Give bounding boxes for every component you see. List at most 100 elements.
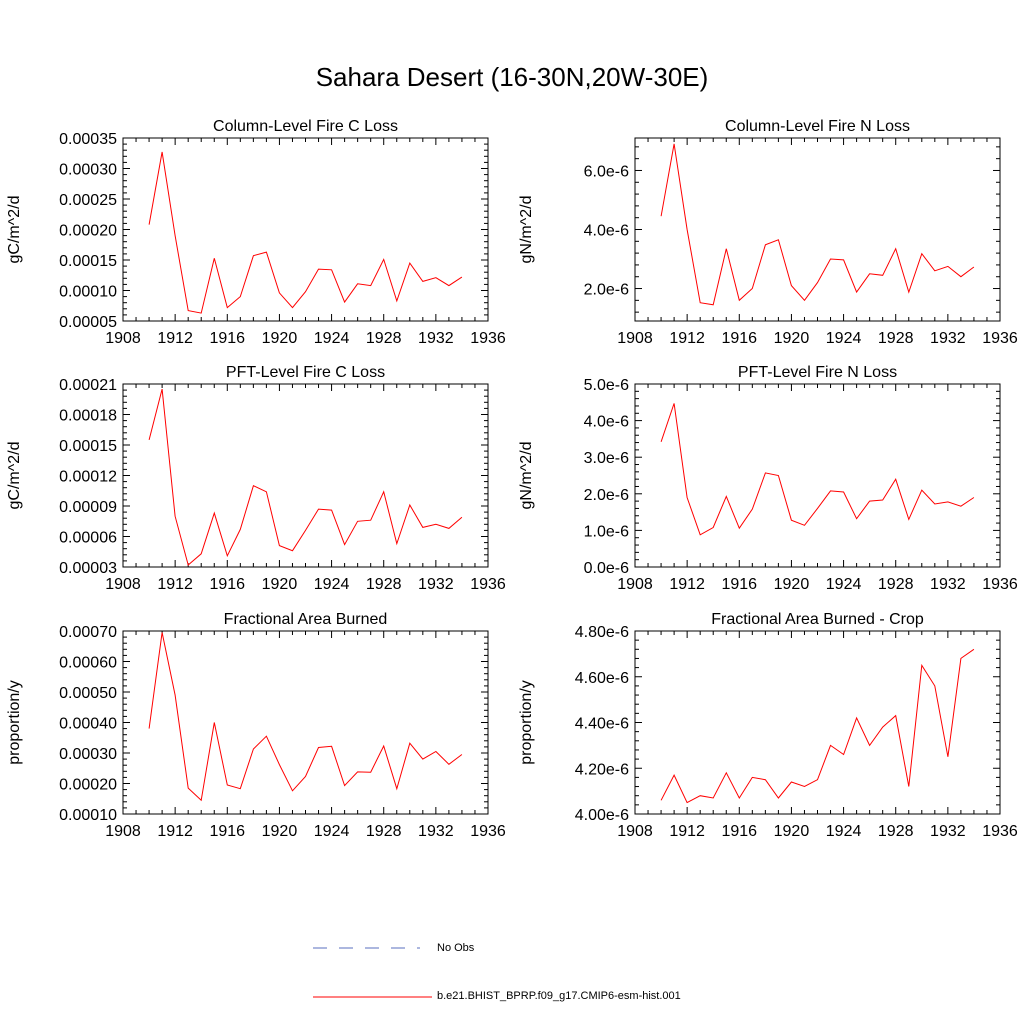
x-tick-label: 1908 — [105, 823, 141, 840]
y-tick-label: 4.0e-6 — [584, 414, 629, 431]
panel-title: PFT-Level Fire C Loss — [226, 364, 385, 381]
series-line — [660, 403, 975, 536]
plot-frame — [634, 383, 1001, 568]
x-tick-label: 1928 — [878, 330, 914, 347]
y-tick-label: 0.00015 — [59, 253, 117, 270]
figure-title: Sahara Desert (16-30N,20W-30E) — [315, 62, 709, 92]
x-tick-label: 1932 — [418, 823, 454, 840]
x-tick-label: 1908 — [617, 576, 653, 593]
y-tick-label: 1.0e-6 — [584, 523, 629, 540]
y-tick-label: 0.00010 — [59, 284, 117, 301]
panel-title: Column-Level Fire N Loss — [725, 118, 910, 135]
panel-title: Fractional Area Burned - Crop — [711, 611, 924, 628]
x-tick-label: 1924 — [826, 576, 862, 593]
x-tick-label: 1920 — [774, 330, 810, 347]
x-tick-label: 1932 — [930, 823, 966, 840]
x-tick-label: 1916 — [721, 330, 757, 347]
y-tick-label: 4.0e-6 — [584, 223, 629, 240]
x-tick-label: 1936 — [982, 330, 1018, 347]
x-tick-label: 1936 — [470, 330, 506, 347]
y-tick-label: 0.00015 — [59, 438, 117, 455]
x-tick-label: 1920 — [262, 823, 298, 840]
x-tick-label: 1928 — [366, 576, 402, 593]
y-tick-label: 3.0e-6 — [584, 450, 629, 467]
x-tick-label: 1924 — [826, 330, 862, 347]
x-tick-label: 1920 — [774, 576, 810, 593]
y-tick-label: 0.00070 — [59, 624, 117, 641]
x-tick-label: 1936 — [982, 823, 1018, 840]
panel-4: PFT-Level Fire N Loss gN/m^2/d 1908 1912 191… — [518, 364, 1018, 593]
x-tick-label: 1916 — [721, 823, 757, 840]
plot-frame — [122, 383, 489, 568]
y-axis-label: gN/m^2/d — [518, 196, 535, 264]
y-tick-label: 0.00050 — [59, 685, 117, 702]
y-tick-label: 0.00021 — [59, 377, 117, 394]
y-tick-label: 0.00018 — [59, 408, 117, 425]
panel-title: Column-Level Fire C Loss — [213, 118, 398, 135]
plot-frame — [634, 137, 1001, 322]
x-tick-label: 1920 — [262, 576, 298, 593]
y-tick-label: 4.60e-6 — [575, 670, 629, 687]
panel-3: PFT-Level Fire C Loss gC/m^2/d 1908 1912 191… — [6, 364, 506, 593]
x-tick-label: 1908 — [105, 330, 141, 347]
y-tick-label: 0.00009 — [59, 499, 117, 516]
series-line — [660, 143, 975, 306]
x-tick-label: 1932 — [418, 330, 454, 347]
y-tick-label: 0.00005 — [59, 314, 117, 331]
y-tick-label: 0.0e-6 — [584, 560, 629, 577]
y-tick-label: 0.00010 — [59, 807, 117, 824]
y-axis-label: gC/m^2/d — [6, 196, 23, 264]
x-tick-label: 1920 — [262, 330, 298, 347]
x-tick-label: 1928 — [366, 330, 402, 347]
y-tick-label: 0.00035 — [59, 131, 117, 148]
x-tick-label: 1920 — [774, 823, 810, 840]
x-tick-label: 1912 — [669, 330, 705, 347]
x-tick-label: 1912 — [157, 823, 193, 840]
y-tick-label: 0.00003 — [59, 560, 117, 577]
x-tick-label: 1912 — [157, 576, 193, 593]
y-tick-label: 4.80e-6 — [575, 624, 629, 641]
x-tick-label: 1924 — [314, 576, 350, 593]
y-tick-label: 0.00040 — [59, 716, 117, 733]
series-line — [660, 648, 975, 804]
x-tick-label: 1932 — [930, 330, 966, 347]
x-tick-label: 1928 — [366, 823, 402, 840]
plot-frame — [122, 137, 489, 322]
x-tick-label: 1916 — [209, 823, 245, 840]
plot-frame — [122, 630, 489, 815]
x-tick-label: 1928 — [878, 576, 914, 593]
y-tick-label: 0.00025 — [59, 192, 117, 209]
y-tick-label: 0.00020 — [59, 777, 117, 794]
y-axis-label: gC/m^2/d — [6, 442, 23, 510]
series-line — [148, 388, 463, 566]
y-tick-label: 2.0e-6 — [584, 282, 629, 299]
panel-5: Fractional Area Burned proportion/y 1908 19… — [6, 611, 506, 840]
x-tick-label: 1924 — [826, 823, 862, 840]
panel-title: PFT-Level Fire N Loss — [738, 364, 897, 381]
x-tick-label: 1936 — [470, 823, 506, 840]
x-tick-label: 1912 — [669, 576, 705, 593]
x-tick-label: 1936 — [470, 576, 506, 593]
panel-6: Fractional Area Burned - Crop proportion/… — [518, 611, 1018, 840]
x-tick-label: 1916 — [209, 576, 245, 593]
panel-2: Column-Level Fire N Loss gN/m^2/d 1908 1912… — [518, 118, 1018, 347]
y-tick-label: 0.00006 — [59, 530, 117, 547]
panel-1: Column-Level Fire C Loss gC/m^2/d 1908 1912… — [6, 118, 506, 347]
plot-frame — [634, 630, 1001, 815]
y-tick-label: 6.0e-6 — [584, 163, 629, 180]
y-tick-label: 4.20e-6 — [575, 761, 629, 778]
x-tick-label: 1916 — [721, 576, 757, 593]
x-tick-label: 1924 — [314, 823, 350, 840]
x-tick-label: 1912 — [157, 330, 193, 347]
y-tick-label: 4.40e-6 — [575, 716, 629, 733]
y-axis-label: gN/m^2/d — [518, 442, 535, 510]
y-axis-label: proportion/y — [518, 680, 535, 765]
x-tick-label: 1932 — [930, 576, 966, 593]
x-tick-label: 1932 — [418, 576, 454, 593]
x-tick-label: 1908 — [617, 330, 653, 347]
y-tick-label: 0.00060 — [59, 655, 117, 672]
x-tick-label: 1936 — [982, 576, 1018, 593]
x-tick-label: 1928 — [878, 823, 914, 840]
y-tick-label: 0.00030 — [59, 162, 117, 179]
